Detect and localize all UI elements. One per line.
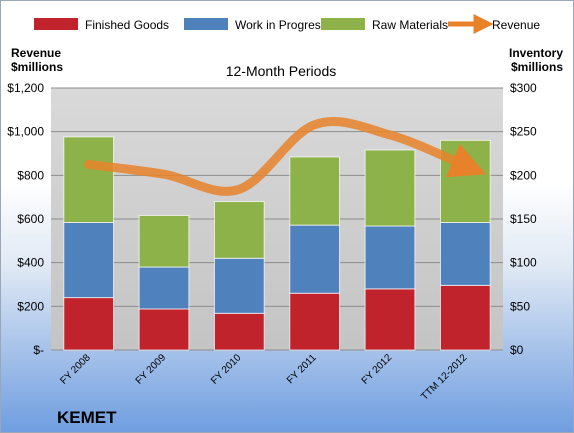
legend-label-finished-goods: Finished Goods: [85, 18, 169, 32]
chart-subtitle: 12-Month Periods: [226, 63, 337, 79]
bar-raw-materials-fy-2009: [138, 215, 190, 268]
left-tick-label: $1,000: [7, 125, 44, 139]
company-name: KEMET: [57, 408, 117, 427]
left-axis-title-line1: Revenue: [11, 46, 61, 60]
bar-raw-materials-fy-2010: [213, 201, 265, 259]
x-tick-label: TTM 12-2012: [419, 352, 470, 403]
left-tick-label: $200: [17, 299, 44, 313]
right-axis-title-line2: $millions: [511, 60, 563, 74]
bar-finished-goods-fy-2012: [364, 288, 416, 351]
legend-label-work-in-progress: Work in Progress: [235, 18, 327, 32]
bar-raw-materials-fy-2008: [63, 136, 115, 223]
x-tick-label: FY 2008: [58, 352, 93, 387]
bar-work-in-progress-fy-2010: [213, 257, 265, 314]
bar-work-in-progress-ttm-12-2012: [439, 221, 491, 286]
bar-raw-materials-ttm-12-2012: [439, 139, 491, 223]
right-tick-label: $100: [510, 256, 537, 270]
left-tick-label: $-: [33, 343, 44, 357]
x-tick-label: FY 2012: [360, 352, 395, 387]
bar-finished-goods-fy-2009: [138, 308, 190, 351]
left-tick-label: $1,200: [7, 81, 44, 95]
legend-swatch-work-in-progress: [184, 18, 228, 30]
bar-finished-goods-fy-2008: [63, 297, 115, 351]
bar-work-in-progress-fy-2008: [63, 221, 115, 299]
legend-label-revenue: Revenue: [492, 18, 540, 32]
bar-raw-materials-fy-2012: [364, 149, 416, 227]
legend-label-raw-materials: Raw Materials: [372, 18, 448, 32]
legend-swatch-raw-materials: [321, 18, 365, 30]
right-tick-label: $0: [510, 343, 524, 357]
right-tick-label: $250: [510, 125, 537, 139]
right-axis-title-line1: Inventory: [509, 46, 563, 60]
left-axis-title-line2: $millions: [11, 60, 63, 74]
left-tick-label: $800: [17, 168, 44, 182]
right-tick-label: $150: [510, 212, 537, 226]
legend: Finished Goods Work in Progress Raw Mate…: [34, 14, 540, 34]
revenue-line: [84, 117, 487, 196]
bar-work-in-progress-fy-2009: [138, 266, 190, 310]
x-tick-label: FY 2011: [285, 352, 319, 386]
left-tick-label: $600: [17, 212, 44, 226]
right-tick-label: $300: [510, 81, 537, 95]
right-tick-label: $200: [510, 168, 537, 182]
bar-finished-goods-ttm-12-2012: [439, 284, 491, 351]
x-tick-label: FY 2010: [209, 352, 244, 387]
right-tick-label: $50: [510, 299, 530, 313]
bar-work-in-progress-fy-2011: [289, 224, 341, 294]
legend-swatch-finished-goods: [34, 18, 78, 30]
bar-finished-goods-fy-2010: [213, 312, 265, 351]
bar-work-in-progress-fy-2012: [364, 225, 416, 290]
left-tick-label: $400: [17, 256, 44, 270]
x-tick-label: FY 2009: [134, 352, 169, 387]
bar-finished-goods-fy-2011: [289, 292, 341, 351]
bar-raw-materials-fy-2011: [289, 156, 341, 226]
